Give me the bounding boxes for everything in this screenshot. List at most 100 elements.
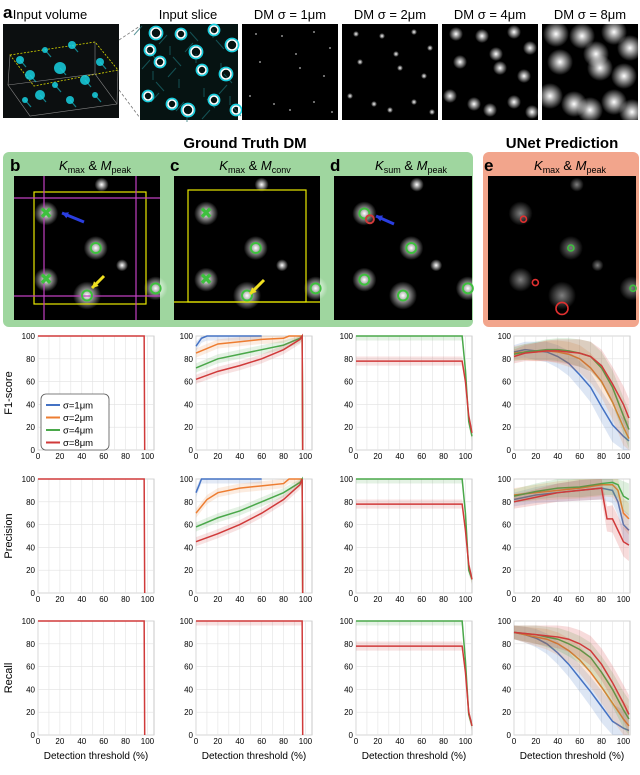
series-band <box>514 479 629 535</box>
density-peak <box>248 94 252 98</box>
series-band <box>514 625 629 734</box>
x-tick-label: 20 <box>213 452 222 461</box>
density-peak <box>294 52 298 56</box>
y-tick-label: 40 <box>184 543 193 552</box>
top-label: Input volume <box>13 7 87 22</box>
density-peak <box>525 105 539 119</box>
x-tick-label: 40 <box>235 595 244 604</box>
series-line <box>356 335 473 437</box>
y-tick-label: 40 <box>344 400 353 409</box>
x-tick-label: 60 <box>417 737 426 746</box>
density-peak <box>427 45 433 51</box>
x-tick-label: 80 <box>279 452 288 461</box>
y-tick-label: 0 <box>349 446 354 455</box>
panel-d: d Ksum & Mpeak <box>330 156 480 320</box>
slice-ring-outer <box>224 37 240 53</box>
dm-sigma8-image <box>537 19 640 125</box>
density-blob <box>34 267 59 292</box>
slice-texture <box>133 25 143 36</box>
slice-ring-inner <box>231 105 241 115</box>
x-tick-label: 100 <box>459 595 473 604</box>
row-label: Recall <box>3 663 15 694</box>
x-tick-label: 100 <box>617 737 631 746</box>
panel-letter: c <box>170 156 179 175</box>
series-line <box>38 335 146 451</box>
x-tick-label: 40 <box>553 452 562 461</box>
y-tick-label: 80 <box>184 498 193 507</box>
y-tick-label: 40 <box>344 685 353 694</box>
match-circle-marker <box>241 289 253 302</box>
density-peak <box>357 59 363 65</box>
density-peak <box>312 100 316 104</box>
slice-ring-inner <box>226 39 238 51</box>
slice-texture <box>172 56 182 67</box>
x-tick-label: 100 <box>299 595 313 604</box>
x-tick-label: 40 <box>395 737 404 746</box>
slice-texture <box>155 81 165 92</box>
x-axis-label: Detection threshold (%) <box>362 751 467 762</box>
plot-precision-e: 0 20 40 60 80 100 0 20 40 60 80 100 <box>498 475 631 604</box>
x-tick-label: 60 <box>99 452 108 461</box>
y-tick-label: 60 <box>344 521 353 530</box>
y-tick-label: 60 <box>26 521 35 530</box>
y-tick-label: 80 <box>344 640 353 649</box>
x-tick-label: 60 <box>575 737 584 746</box>
slice-ring-inner <box>190 46 202 58</box>
series-band <box>356 499 472 584</box>
x-tick-label: 20 <box>373 452 382 461</box>
slice-texture <box>201 109 211 120</box>
top-label: DM σ = 2μm <box>354 7 426 22</box>
x-tick-label: 80 <box>439 737 448 746</box>
y-tick-label: 40 <box>502 400 511 409</box>
x-tick-label: 100 <box>459 452 473 461</box>
density-peak <box>583 41 609 67</box>
density-blob <box>34 201 59 226</box>
top-label-row: Input volume Input slice DM σ = 1μm DM σ = … <box>13 7 626 22</box>
series-line <box>195 478 304 594</box>
y-tick-label: 80 <box>502 355 511 364</box>
density-blob <box>430 259 443 272</box>
x-tick-label: 20 <box>531 737 540 746</box>
plot-precision-c: 0 20 40 60 80 100 0 20 40 60 80 100 <box>180 475 313 604</box>
y-tick-label: 40 <box>344 543 353 552</box>
density-peak <box>393 51 399 57</box>
series-line <box>513 631 630 732</box>
density-peak <box>421 73 427 79</box>
input-slice-image <box>133 23 243 122</box>
x-tick-label: 80 <box>279 737 288 746</box>
y-tick-label: 0 <box>349 589 354 598</box>
slice-ring-inner <box>182 104 194 116</box>
pointer-arrowhead <box>62 212 69 219</box>
density-blob <box>455 276 480 301</box>
density-blob <box>569 177 584 192</box>
y-tick-label: 40 <box>26 543 35 552</box>
y-tick-label: 60 <box>344 663 353 672</box>
x-tick-label: 80 <box>597 595 606 604</box>
x-tick-label: 20 <box>55 595 64 604</box>
x-tick-label: 0 <box>36 595 41 604</box>
slice-ring-inner <box>220 68 232 80</box>
density-peak <box>483 103 497 117</box>
x-tick-label: 0 <box>194 737 199 746</box>
density-peak <box>523 41 537 55</box>
series-line <box>38 620 146 736</box>
x-tick-label: 0 <box>36 452 41 461</box>
prediction-marker <box>531 278 540 287</box>
y-tick-label: 20 <box>344 423 353 432</box>
series-line <box>356 478 473 580</box>
x-tick-label: 100 <box>299 737 313 746</box>
density-blob <box>243 236 268 260</box>
volume-process <box>94 94 102 103</box>
panel-title: Kmax & Mpeak <box>59 158 131 175</box>
y-tick-label: 100 <box>180 617 194 626</box>
density-blob <box>399 236 424 260</box>
x-tick-label: 100 <box>459 737 473 746</box>
density-blob <box>194 267 219 292</box>
y-tick-label: 100 <box>340 617 354 626</box>
plot-precision-b: 0 20 40 60 80 100 0 20 40 60 80 100 <box>22 475 155 604</box>
x-tick-label: 40 <box>77 737 86 746</box>
x-tick-label: 40 <box>553 737 562 746</box>
x-tick-label: 20 <box>55 452 64 461</box>
series-line <box>195 335 262 347</box>
volume-process <box>44 49 52 58</box>
